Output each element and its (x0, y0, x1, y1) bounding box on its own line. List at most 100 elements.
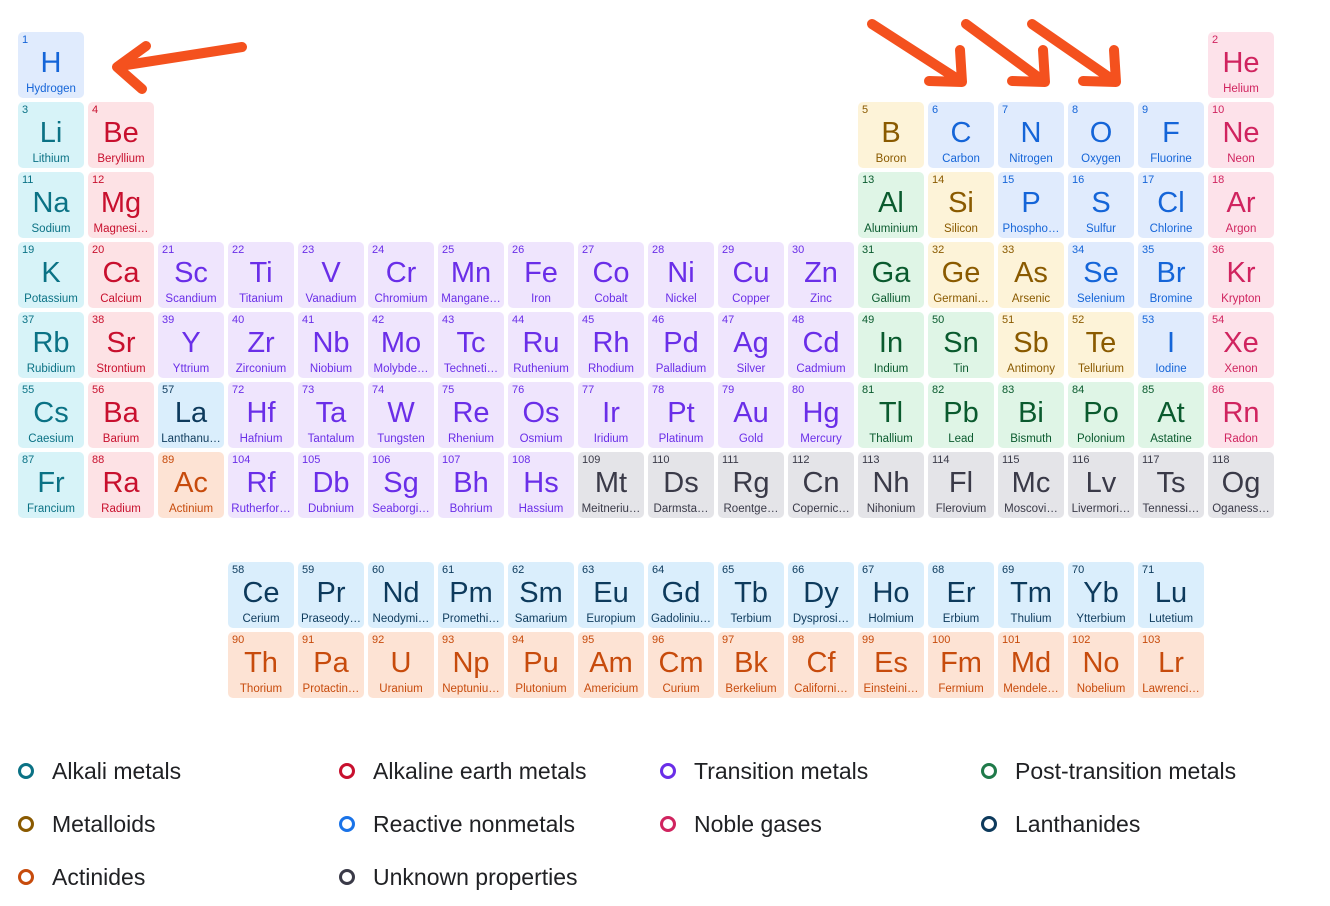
element-tile-ti[interactable]: 22 Ti Titanium (228, 242, 294, 308)
element-tile-br[interactable]: 35 Br Bromine (1138, 242, 1204, 308)
element-tile-tm[interactable]: 69 Tm Thulium (998, 562, 1064, 628)
legend-item-lanth[interactable]: Lanthanides (981, 809, 1140, 839)
element-tile-k[interactable]: 19 K Potassium (18, 242, 84, 308)
element-tile-h[interactable]: 1 H Hydrogen (18, 32, 84, 98)
element-tile-os[interactable]: 76 Os Osmium (508, 382, 574, 448)
element-tile-zn[interactable]: 30 Zn Zinc (788, 242, 854, 308)
element-tile-bi[interactable]: 83 Bi Bismuth (998, 382, 1064, 448)
element-tile-es[interactable]: 99 Es Einsteini… (858, 632, 924, 698)
legend-item-alkali[interactable]: Alkali metals (18, 756, 181, 786)
element-tile-cr[interactable]: 24 Cr Chromium (368, 242, 434, 308)
element-tile-na[interactable]: 11 Na Sodium (18, 172, 84, 238)
element-tile-ne[interactable]: 10 Ne Neon (1208, 102, 1274, 168)
element-tile-dy[interactable]: 66 Dy Dysprosi… (788, 562, 854, 628)
element-tile-mg[interactable]: 12 Mg Magnesi… (88, 172, 154, 238)
element-tile-se[interactable]: 34 Se Selenium (1068, 242, 1134, 308)
element-tile-lr[interactable]: 103 Lr Lawrenci… (1138, 632, 1204, 698)
element-tile-pr[interactable]: 59 Pr Praseody… (298, 562, 364, 628)
element-tile-ag[interactable]: 47 Ag Silver (718, 312, 784, 378)
element-tile-ts[interactable]: 117 Ts Tennessi… (1138, 452, 1204, 518)
element-tile-ba[interactable]: 56 Ba Barium (88, 382, 154, 448)
element-tile-cm[interactable]: 96 Cm Curium (648, 632, 714, 698)
element-tile-nb[interactable]: 41 Nb Niobium (298, 312, 364, 378)
element-tile-ds[interactable]: 110 Ds Darmsta… (648, 452, 714, 518)
element-tile-tl[interactable]: 81 Tl Thallium (858, 382, 924, 448)
element-tile-be[interactable]: 4 Be Beryllium (88, 102, 154, 168)
element-tile-no[interactable]: 102 No Nobelium (1068, 632, 1134, 698)
element-tile-v[interactable]: 23 V Vanadium (298, 242, 364, 308)
element-tile-th[interactable]: 90 Th Thorium (228, 632, 294, 698)
element-tile-y[interactable]: 39 Y Yttrium (158, 312, 224, 378)
element-tile-la[interactable]: 57 La Lanthanu… (158, 382, 224, 448)
legend-item-post[interactable]: Post-transition metals (981, 756, 1236, 786)
element-tile-mt[interactable]: 109 Mt Meitneriu… (578, 452, 644, 518)
element-tile-sm[interactable]: 62 Sm Samarium (508, 562, 574, 628)
element-tile-tb[interactable]: 65 Tb Terbium (718, 562, 784, 628)
element-tile-cu[interactable]: 29 Cu Copper (718, 242, 784, 308)
element-tile-pb[interactable]: 82 Pb Lead (928, 382, 994, 448)
legend-item-metalloid[interactable]: Metalloids (18, 809, 156, 839)
element-tile-sr[interactable]: 38 Sr Strontium (88, 312, 154, 378)
element-tile-hf[interactable]: 72 Hf Hafnium (228, 382, 294, 448)
element-tile-p[interactable]: 15 P Phospho… (998, 172, 1064, 238)
element-tile-sc[interactable]: 21 Sc Scandium (158, 242, 224, 308)
element-tile-s[interactable]: 16 S Sulfur (1068, 172, 1134, 238)
element-tile-tc[interactable]: 43 Tc Techneti… (438, 312, 504, 378)
legend-item-unknown[interactable]: Unknown properties (339, 862, 578, 892)
element-tile-rb[interactable]: 37 Rb Rubidium (18, 312, 84, 378)
element-tile-c[interactable]: 6 C Carbon (928, 102, 994, 168)
element-tile-ir[interactable]: 77 Ir Iridium (578, 382, 644, 448)
legend-item-transition[interactable]: Transition metals (660, 756, 868, 786)
element-tile-cl[interactable]: 17 Cl Chlorine (1138, 172, 1204, 238)
element-tile-pt[interactable]: 78 Pt Platinum (648, 382, 714, 448)
element-tile-cn[interactable]: 112 Cn Copernic… (788, 452, 854, 518)
element-tile-ca[interactable]: 20 Ca Calcium (88, 242, 154, 308)
element-tile-sb[interactable]: 51 Sb Antimony (998, 312, 1064, 378)
element-tile-rn[interactable]: 86 Rn Radon (1208, 382, 1274, 448)
element-tile-pm[interactable]: 61 Pm Promethi… (438, 562, 504, 628)
element-tile-rf[interactable]: 104 Rf Rutherfor… (228, 452, 294, 518)
element-tile-db[interactable]: 105 Db Dubnium (298, 452, 364, 518)
element-tile-rh[interactable]: 45 Rh Rhodium (578, 312, 644, 378)
element-tile-hs[interactable]: 108 Hs Hassium (508, 452, 574, 518)
element-tile-mc[interactable]: 115 Mc Moscovi… (998, 452, 1064, 518)
element-tile-cd[interactable]: 48 Cd Cadmium (788, 312, 854, 378)
element-tile-fr[interactable]: 87 Fr Francium (18, 452, 84, 518)
element-tile-te[interactable]: 52 Te Tellurium (1068, 312, 1134, 378)
element-tile-f[interactable]: 9 F Fluorine (1138, 102, 1204, 168)
element-tile-in[interactable]: 49 In Indium (858, 312, 924, 378)
element-tile-li[interactable]: 3 Li Lithium (18, 102, 84, 168)
element-tile-np[interactable]: 93 Np Neptuniu… (438, 632, 504, 698)
element-tile-gd[interactable]: 64 Gd Gadoliniu… (648, 562, 714, 628)
legend-item-noble[interactable]: Noble gases (660, 809, 822, 839)
element-tile-ru[interactable]: 44 Ru Ruthenium (508, 312, 574, 378)
element-tile-bh[interactable]: 107 Bh Bohrium (438, 452, 504, 518)
element-tile-xe[interactable]: 54 Xe Xenon (1208, 312, 1274, 378)
element-tile-w[interactable]: 74 W Tungsten (368, 382, 434, 448)
element-tile-al[interactable]: 13 Al Aluminium (858, 172, 924, 238)
element-tile-nd[interactable]: 60 Nd Neodymi… (368, 562, 434, 628)
element-tile-ce[interactable]: 58 Ce Cerium (228, 562, 294, 628)
element-tile-pd[interactable]: 46 Pd Palladium (648, 312, 714, 378)
element-tile-er[interactable]: 68 Er Erbium (928, 562, 994, 628)
element-tile-au[interactable]: 79 Au Gold (718, 382, 784, 448)
element-tile-eu[interactable]: 63 Eu Europium (578, 562, 644, 628)
element-tile-md[interactable]: 101 Md Mendele… (998, 632, 1064, 698)
element-tile-u[interactable]: 92 U Uranium (368, 632, 434, 698)
element-tile-n[interactable]: 7 N Nitrogen (998, 102, 1064, 168)
element-tile-b[interactable]: 5 B Boron (858, 102, 924, 168)
element-tile-po[interactable]: 84 Po Polonium (1068, 382, 1134, 448)
element-tile-ta[interactable]: 73 Ta Tantalum (298, 382, 364, 448)
element-tile-yb[interactable]: 70 Yb Ytterbium (1068, 562, 1134, 628)
element-tile-nh[interactable]: 113 Nh Nihonium (858, 452, 924, 518)
element-tile-fe[interactable]: 26 Fe Iron (508, 242, 574, 308)
element-tile-hg[interactable]: 80 Hg Mercury (788, 382, 854, 448)
element-tile-ar[interactable]: 18 Ar Argon (1208, 172, 1274, 238)
element-tile-ge[interactable]: 32 Ge Germani… (928, 242, 994, 308)
element-tile-zr[interactable]: 40 Zr Zirconium (228, 312, 294, 378)
element-tile-kr[interactable]: 36 Kr Krypton (1208, 242, 1274, 308)
element-tile-ni[interactable]: 28 Ni Nickel (648, 242, 714, 308)
element-tile-og[interactable]: 118 Og Oganess… (1208, 452, 1274, 518)
element-tile-ga[interactable]: 31 Ga Gallium (858, 242, 924, 308)
element-tile-si[interactable]: 14 Si Silicon (928, 172, 994, 238)
